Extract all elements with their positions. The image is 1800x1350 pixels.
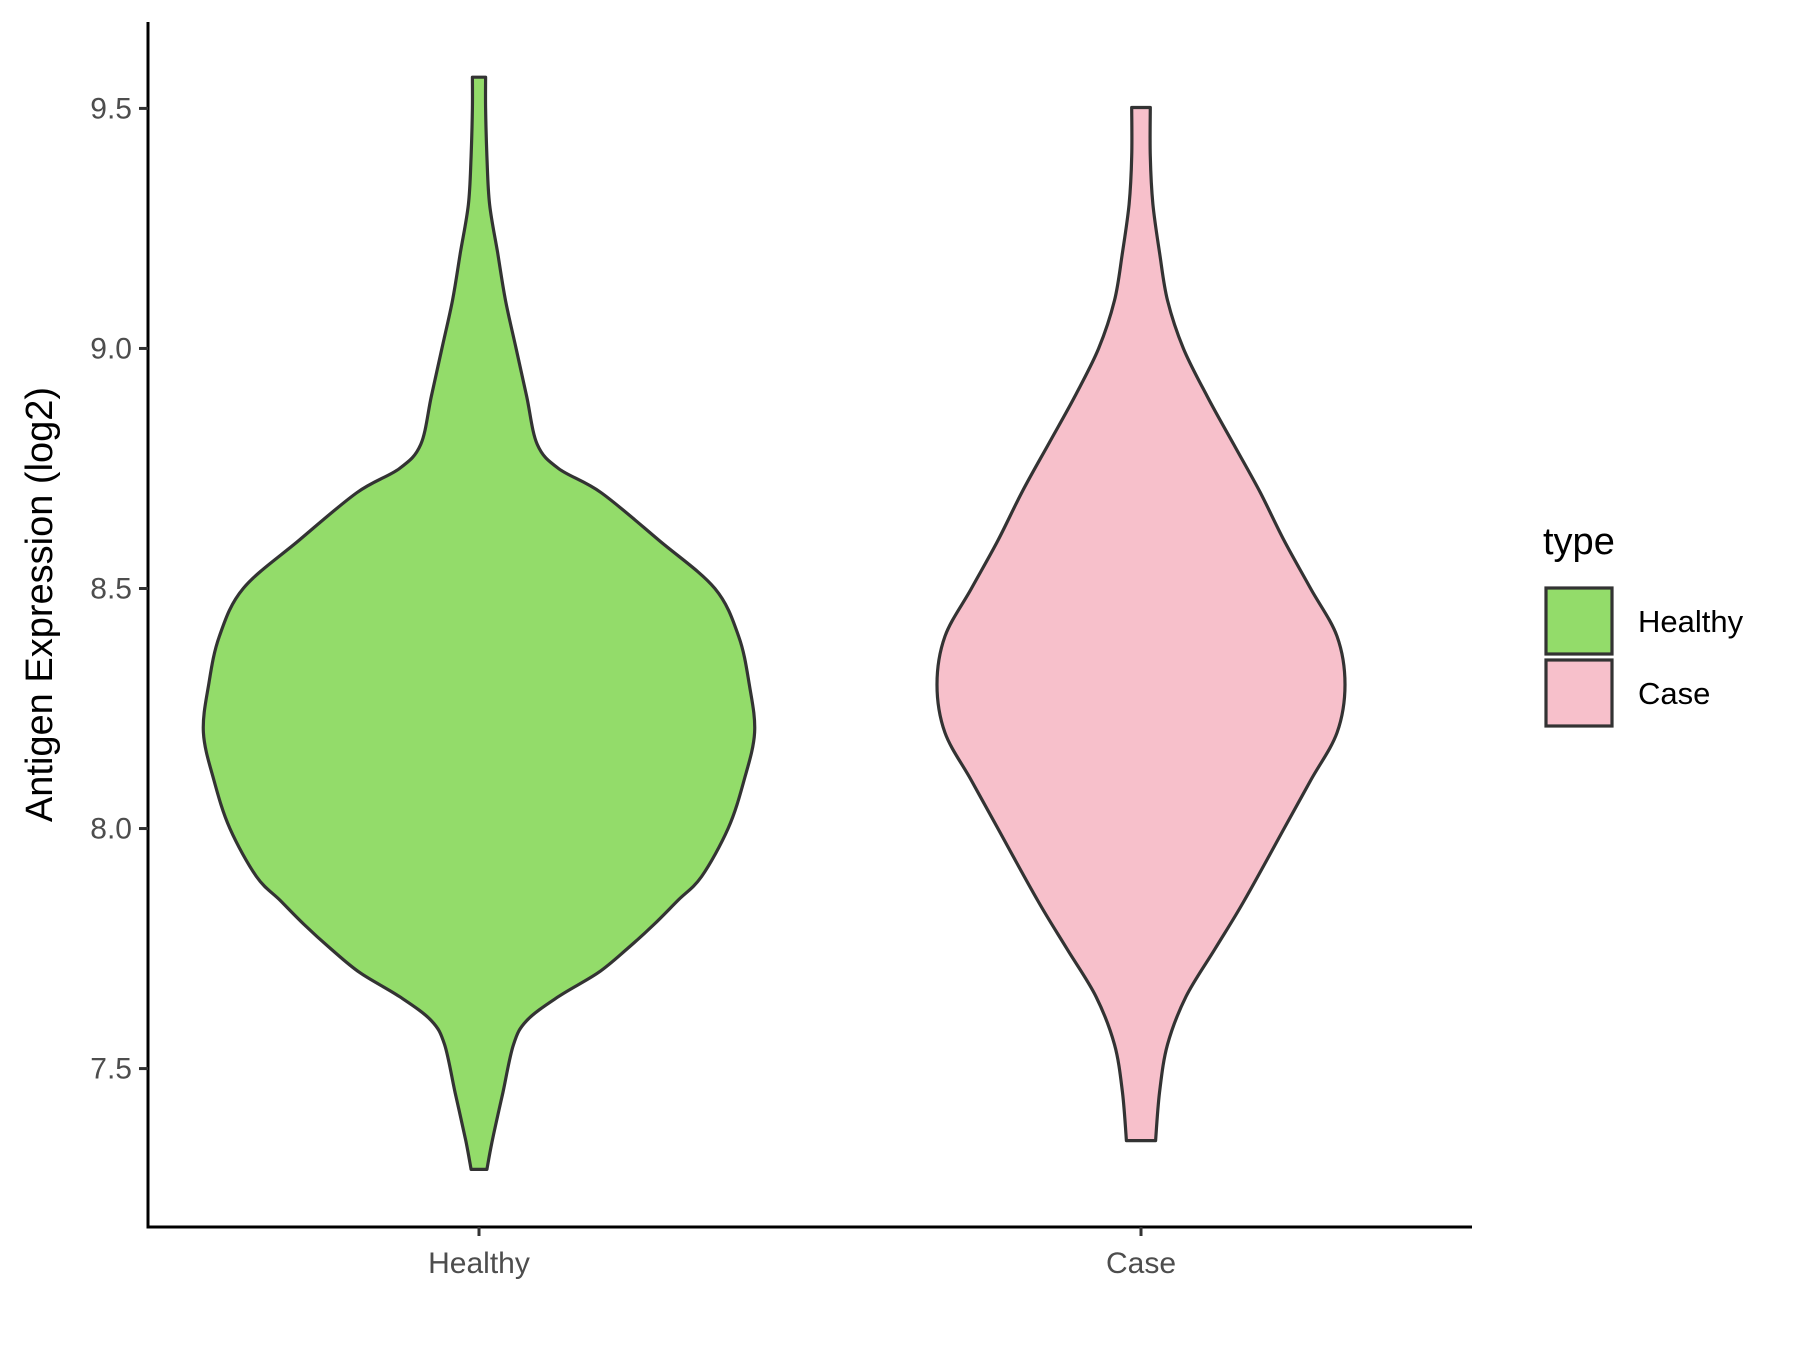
violin-healthy <box>201 75 757 1171</box>
legend-key-healthy <box>1544 586 1614 656</box>
x-tick-label: Healthy <box>428 1247 530 1280</box>
y-tick-label: 8.0 <box>90 813 132 846</box>
legend-label-case: Case <box>1638 676 1710 711</box>
y-tick-label: 8.5 <box>90 572 132 605</box>
y-axis-title: Antigen Expression (log2) <box>19 387 61 822</box>
axes-layer: 7.5 8.0 8.5 9.0 9.5 Healthy Case Antigen Expr… <box>19 22 1472 1280</box>
legend-title: type <box>1543 521 1615 563</box>
y-tick-label: 7.5 <box>90 1053 132 1086</box>
legend-label-healthy: Healthy <box>1638 604 1744 639</box>
legend: type Healthy Case <box>1543 521 1744 728</box>
x-axis-ticks: Healthy Case <box>428 1227 1176 1280</box>
legend-items: Healthy Case <box>1544 586 1744 728</box>
violin-layer <box>201 75 1347 1171</box>
y-tick-label: 9.0 <box>90 332 132 365</box>
legend-key-case <box>1544 658 1614 728</box>
y-tick-label: 9.5 <box>90 92 132 125</box>
y-axis-ticks: 7.5 8.0 8.5 9.0 9.5 <box>90 92 148 1086</box>
violin-case <box>935 105 1347 1143</box>
x-tick-label: Case <box>1106 1247 1176 1280</box>
